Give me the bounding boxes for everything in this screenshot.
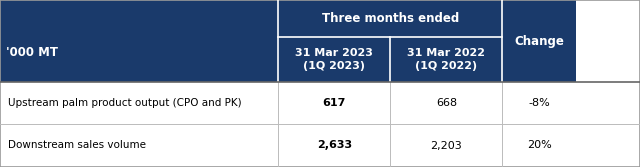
Text: -8%: -8%: [529, 98, 550, 108]
Text: Change: Change: [515, 35, 564, 47]
Text: 31 Mar 2022
(1Q 2022): 31 Mar 2022 (1Q 2022): [408, 48, 485, 71]
Bar: [0, 37, 278, 82]
Text: 2,203: 2,203: [431, 140, 462, 150]
Text: 617: 617: [323, 98, 346, 108]
Text: '000 MT: '000 MT: [6, 46, 58, 59]
Text: 20%: 20%: [527, 140, 552, 150]
Text: Three months ended: Three months ended: [322, 12, 459, 25]
Bar: [502, 124, 576, 167]
Text: Downstream sales volume: Downstream sales volume: [8, 140, 146, 150]
Text: Upstream palm product output (CPO and PK): Upstream palm product output (CPO and PK…: [8, 98, 241, 108]
Bar: [278, 37, 390, 82]
Text: 2,633: 2,633: [317, 140, 352, 150]
Bar: [390, 124, 502, 167]
Bar: [278, 124, 390, 167]
Bar: [390, 37, 502, 82]
Bar: [502, 0, 576, 82]
Bar: [0, 124, 278, 167]
Text: 668: 668: [436, 98, 457, 108]
Bar: [278, 0, 502, 37]
Bar: [502, 82, 576, 124]
Bar: [278, 82, 390, 124]
Bar: [390, 82, 502, 124]
Bar: [0, 0, 278, 37]
Bar: [0, 82, 278, 124]
Text: 31 Mar 2023
(1Q 2023): 31 Mar 2023 (1Q 2023): [296, 48, 373, 71]
